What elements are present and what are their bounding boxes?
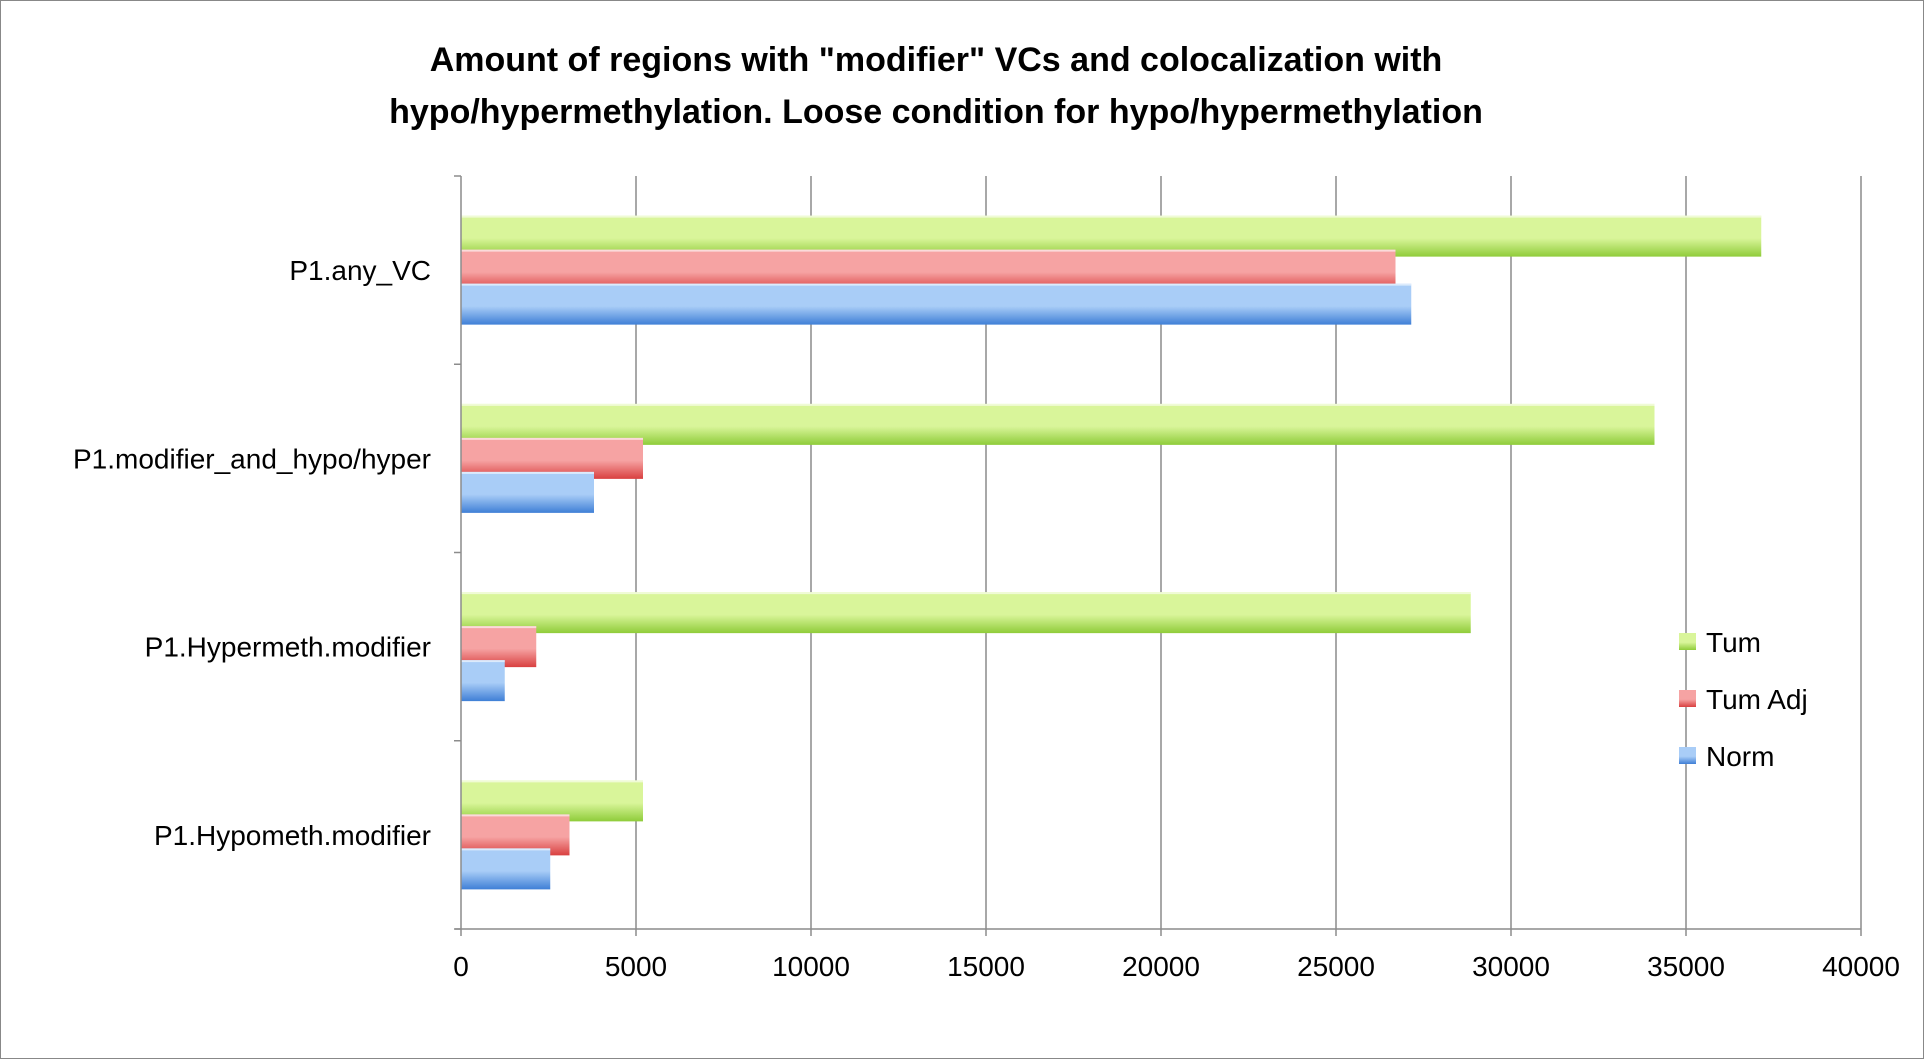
- x-tick-label: 40000: [1822, 951, 1900, 982]
- category-label: P1.Hypometh.modifier: [154, 820, 431, 851]
- category-label: P1.any_VC: [289, 255, 431, 286]
- category-labels: P1.any_VC P1.modifier_and_hypo/hyper P1.Hy…: [73, 255, 431, 851]
- category-label: P1.modifier_and_hypo/hyper: [73, 443, 431, 474]
- category-label: P1.Hypermeth.modifier: [145, 632, 431, 663]
- legend-swatch-tum-adj: [1679, 690, 1696, 707]
- bar-norm: [461, 660, 505, 702]
- x-tick-labels: 0 5000 10000 15000 20000 25000 30000 35000 40000: [453, 951, 1900, 982]
- bar-norm: [461, 848, 551, 890]
- chart-title: Amount of regions with "modifier" VCs an…: [389, 41, 1483, 131]
- bar-tum: [461, 592, 1471, 634]
- x-tick-label: 35000: [1647, 951, 1725, 982]
- x-tick-label: 20000: [1122, 951, 1200, 982]
- legend: Tum Tum Adj Norm: [1679, 627, 1808, 772]
- axes: [454, 175, 1862, 936]
- bar-norm: [461, 283, 1412, 325]
- x-tick-label: 5000: [605, 951, 667, 982]
- x-tick-label: 25000: [1297, 951, 1375, 982]
- bar-tum: [461, 403, 1655, 445]
- legend-label: Tum: [1706, 627, 1761, 658]
- x-tick-label: 15000: [947, 951, 1025, 982]
- legend-swatch-norm: [1679, 747, 1696, 764]
- x-tick-label: 30000: [1472, 951, 1550, 982]
- legend-label: Tum Adj: [1706, 684, 1808, 715]
- x-tick-label: 0: [453, 951, 469, 982]
- bar-norm: [461, 471, 594, 513]
- chart-title-line-1: Amount of regions with "modifier" VCs an…: [430, 41, 1443, 79]
- legend-swatch-tum: [1679, 633, 1696, 650]
- x-tick-label: 10000: [772, 951, 850, 982]
- chart-title-line-2: hypo/hypermethylation. Loose condition f…: [389, 93, 1483, 131]
- legend-label: Norm: [1706, 741, 1774, 772]
- bars: [461, 215, 1762, 890]
